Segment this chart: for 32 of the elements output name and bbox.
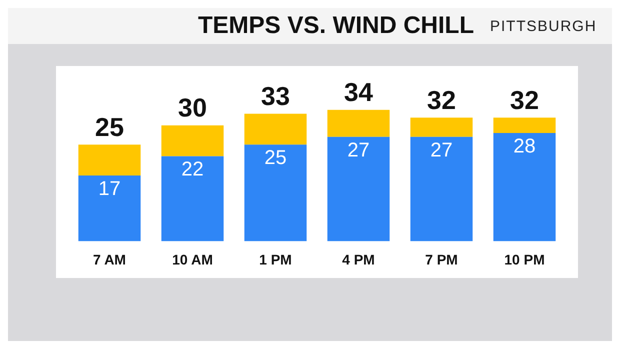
data-label: 28 bbox=[513, 136, 536, 158]
total-label: 25 bbox=[95, 112, 124, 142]
total-label: 34 bbox=[344, 77, 374, 108]
data-label: 17 bbox=[98, 178, 121, 200]
bar bbox=[161, 156, 224, 242]
x-tick-label: 10 AM bbox=[172, 251, 213, 268]
bar bbox=[78, 144, 141, 176]
total-label: 32 bbox=[510, 84, 539, 115]
data-label: 27 bbox=[430, 139, 453, 162]
bar bbox=[327, 110, 390, 137]
bar bbox=[78, 176, 141, 242]
total-label: 33 bbox=[261, 80, 290, 111]
bar bbox=[410, 118, 473, 137]
chart-subtitle: PITTSBURGH bbox=[490, 18, 597, 34]
bar bbox=[493, 118, 556, 134]
bar bbox=[410, 136, 473, 242]
total-label: 30 bbox=[178, 92, 207, 122]
x-tick-label: 1 PM bbox=[259, 251, 292, 268]
bar bbox=[244, 114, 307, 145]
data-label: 27 bbox=[347, 139, 370, 162]
bar bbox=[161, 125, 224, 156]
total-label: 32 bbox=[427, 84, 456, 115]
data-label: 22 bbox=[181, 158, 204, 181]
x-tick-label: 4 PM bbox=[342, 251, 375, 268]
bar bbox=[327, 136, 390, 242]
x-tick-label: 10 PM bbox=[504, 251, 545, 268]
x-tick-label: 7 AM bbox=[93, 251, 126, 268]
x-tick-label: 7 PM bbox=[425, 251, 458, 268]
bar bbox=[244, 144, 307, 242]
chart-title: TEMPS VS. WIND CHILL bbox=[198, 12, 474, 40]
bar bbox=[493, 133, 556, 242]
data-label: 25 bbox=[264, 147, 287, 170]
